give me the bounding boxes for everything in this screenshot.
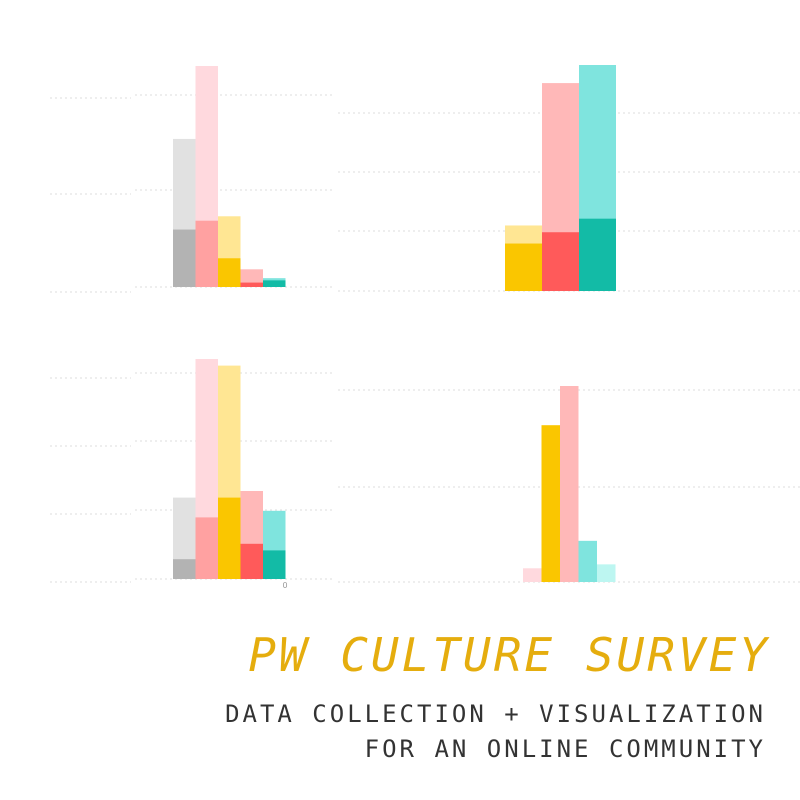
- bar-inner-top-left-0: [173, 229, 196, 287]
- bar-inner-bottom-left-2: [218, 497, 241, 579]
- bar-inner-top-right-1: [542, 232, 579, 291]
- bar-bottom-right-4: [597, 564, 616, 582]
- tick-label-bottom-left: 0: [282, 581, 287, 590]
- bar-inner-top-right-0: [505, 243, 542, 291]
- bar-inner-top-left-2: [218, 258, 241, 287]
- bar-bottom-right-3: [578, 540, 597, 582]
- bar-inner-top-left-4: [263, 280, 286, 287]
- bar-total-bottom-left-0: [173, 497, 196, 579]
- page-title: PW CULTURE SURVEY: [248, 628, 770, 682]
- bar-inner-bottom-left-0: [173, 559, 196, 579]
- bar-inner-top-left-3: [240, 282, 263, 287]
- bar-inner-bottom-left-4: [263, 550, 286, 579]
- bar-bottom-right-1: [541, 425, 560, 582]
- bar-inner-bottom-left-1: [195, 517, 218, 579]
- bar-inner-bottom-left-3: [240, 543, 263, 579]
- subtitle-line-1: DATA COLLECTION + VISUALIZATION: [225, 700, 766, 728]
- bar-inner-top-right-2: [579, 218, 616, 291]
- bar-bottom-right-2: [560, 386, 579, 582]
- bar-inner-top-left-1: [195, 220, 218, 287]
- subtitle-line-2: FOR AN ONLINE COMMUNITY: [364, 735, 766, 763]
- bar-bottom-right-0: [523, 568, 542, 582]
